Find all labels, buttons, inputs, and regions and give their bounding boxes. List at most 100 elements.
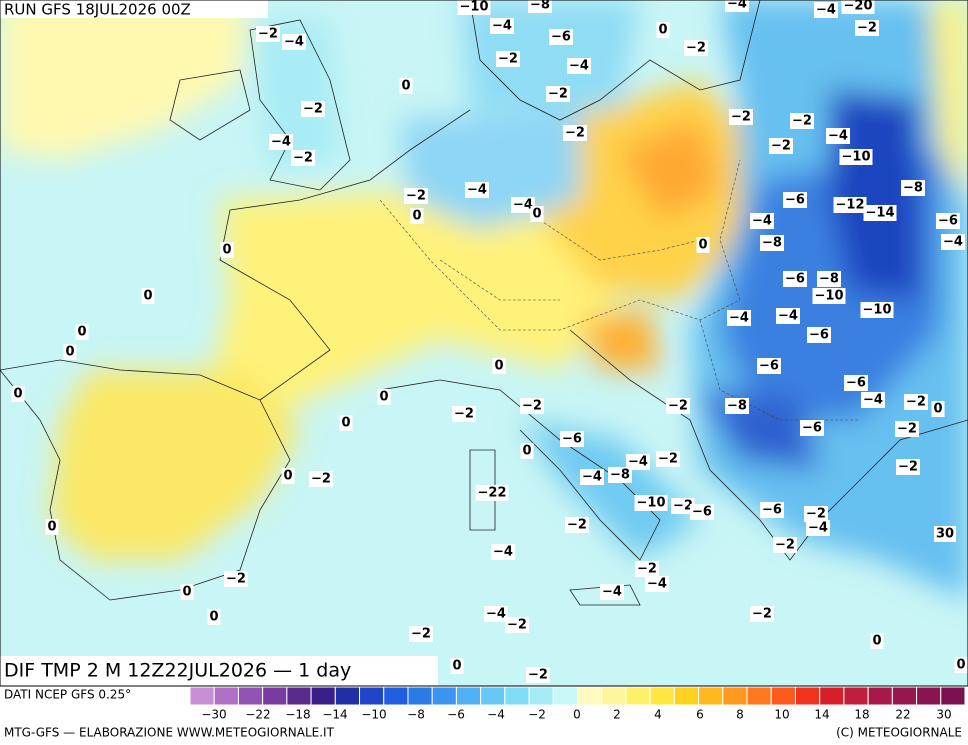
source-label: DATI NCEP GFS 0.25° xyxy=(4,688,131,702)
contour-label: 0 xyxy=(182,585,191,600)
contour-label-box xyxy=(399,78,413,94)
contour-label-box xyxy=(666,398,690,414)
contour-label: 0 xyxy=(872,634,881,649)
contour-label-box xyxy=(684,40,708,56)
contour-label-box xyxy=(804,506,828,522)
colorbar-swatch xyxy=(940,686,966,706)
contour-label: −4 xyxy=(467,183,487,198)
contour-label-box xyxy=(269,134,293,150)
contour-label: −12 xyxy=(836,198,865,213)
contour-label-box xyxy=(626,454,650,470)
borders xyxy=(379,159,860,421)
contour-label: −4 xyxy=(493,545,513,560)
contour-label: −4 xyxy=(727,0,747,12)
contour-label-box xyxy=(671,498,695,514)
contour-label: −4 xyxy=(943,235,963,250)
colorbar-tick-label: 22 xyxy=(895,708,910,722)
contour-label-box xyxy=(656,451,680,467)
map-title: DIF TMP 2 M 12Z22JUL2026 — 1 day xyxy=(4,660,351,682)
contour-label-box xyxy=(141,288,155,304)
colorbar-swatch xyxy=(262,686,288,706)
contour-label-box xyxy=(565,517,589,533)
contour-label: −20 xyxy=(844,0,873,14)
contour-label: −2 xyxy=(857,21,877,36)
contour-label-box xyxy=(484,606,508,622)
contour-label-box xyxy=(505,617,529,633)
contour-label-box xyxy=(301,101,325,117)
run-label: RUN GFS 18JUL2026 00Z xyxy=(4,1,191,19)
contour-label-box xyxy=(45,519,59,535)
contour-label-box xyxy=(729,109,753,125)
contour-label: −2 xyxy=(522,399,542,414)
contour-label-box xyxy=(530,206,544,222)
contour-label-box xyxy=(309,471,333,487)
contour-label: 0 xyxy=(933,402,942,417)
contour-label: −2 xyxy=(752,607,772,622)
contour-label-box xyxy=(760,502,784,518)
colorbar-swatch xyxy=(334,686,361,706)
contour-label-box xyxy=(645,576,669,592)
colorbar-tick-label: 8 xyxy=(736,708,744,722)
contour-label: −4 xyxy=(828,129,848,144)
contour-label-box xyxy=(291,150,315,166)
contour-label: −10 xyxy=(637,496,666,511)
contour-label: 0 xyxy=(13,387,22,402)
contour-label: −2 xyxy=(293,151,313,166)
contour-label-box xyxy=(600,584,624,600)
contour-label-box xyxy=(760,235,784,251)
contour-label: −2 xyxy=(507,618,527,633)
header-box xyxy=(0,0,268,18)
contour-label-box xyxy=(800,420,824,436)
colorbar-tick-label: 6 xyxy=(696,708,704,722)
contour-label: 0 xyxy=(401,79,410,94)
colorbar-swatch xyxy=(213,686,239,706)
contour-label-box xyxy=(207,609,221,625)
contour-label: −6 xyxy=(809,328,829,343)
contour-label-box xyxy=(725,398,749,414)
contour-label: −6 xyxy=(762,503,782,518)
colorbar-swatch xyxy=(891,686,918,706)
contour-label: −8 xyxy=(903,181,923,196)
contour-label: 0 xyxy=(698,238,707,253)
colorbar-swatch xyxy=(794,686,821,706)
colorbar-tick-label: −2 xyxy=(528,708,546,722)
contour-label-box xyxy=(528,0,552,13)
colorbar-tick-label: 2 xyxy=(613,708,621,722)
contour-label: −4 xyxy=(271,135,291,150)
contour-label: −4 xyxy=(486,607,506,622)
contour-label: −2 xyxy=(731,110,751,125)
contour-label: −2 xyxy=(637,562,657,577)
contour-label: −2 xyxy=(668,399,688,414)
contour-label: −2 xyxy=(258,27,278,42)
colorbar-swatch xyxy=(916,686,942,706)
contour-label: −2 xyxy=(528,668,548,683)
contour-label: −8 xyxy=(762,236,782,251)
contour-label: 0 xyxy=(379,390,388,405)
colorbar-swatch xyxy=(722,686,748,706)
colorbar-tick-label: −4 xyxy=(487,708,505,722)
contour-label: 0 xyxy=(452,659,461,674)
colorbar-tick-label: 10 xyxy=(774,708,789,722)
contour-label-box xyxy=(806,520,830,536)
contour-label: −6 xyxy=(562,432,582,447)
colorbar-tick-label: 0 xyxy=(573,708,581,722)
contour-label: −6 xyxy=(759,359,779,374)
contour-label: −6 xyxy=(802,421,822,436)
contour-label: −2 xyxy=(454,407,474,422)
contour-label-box xyxy=(377,389,391,405)
contour-label: −22 xyxy=(478,486,507,501)
contour-label: −2 xyxy=(303,102,323,117)
contour-label-box xyxy=(549,29,573,45)
contour-label-box xyxy=(520,443,534,459)
contour-label: −6 xyxy=(846,376,866,391)
contour-label-box xyxy=(526,667,550,683)
contour-label-box xyxy=(807,327,831,343)
colorbar-swatch xyxy=(407,686,433,706)
contour-label-box xyxy=(863,205,897,221)
contour-label: −8 xyxy=(530,0,550,13)
contour-label: −2 xyxy=(311,472,331,487)
colorbar-swatch xyxy=(867,686,893,706)
contour-label-box xyxy=(520,398,544,414)
contour-label-box xyxy=(492,358,506,374)
